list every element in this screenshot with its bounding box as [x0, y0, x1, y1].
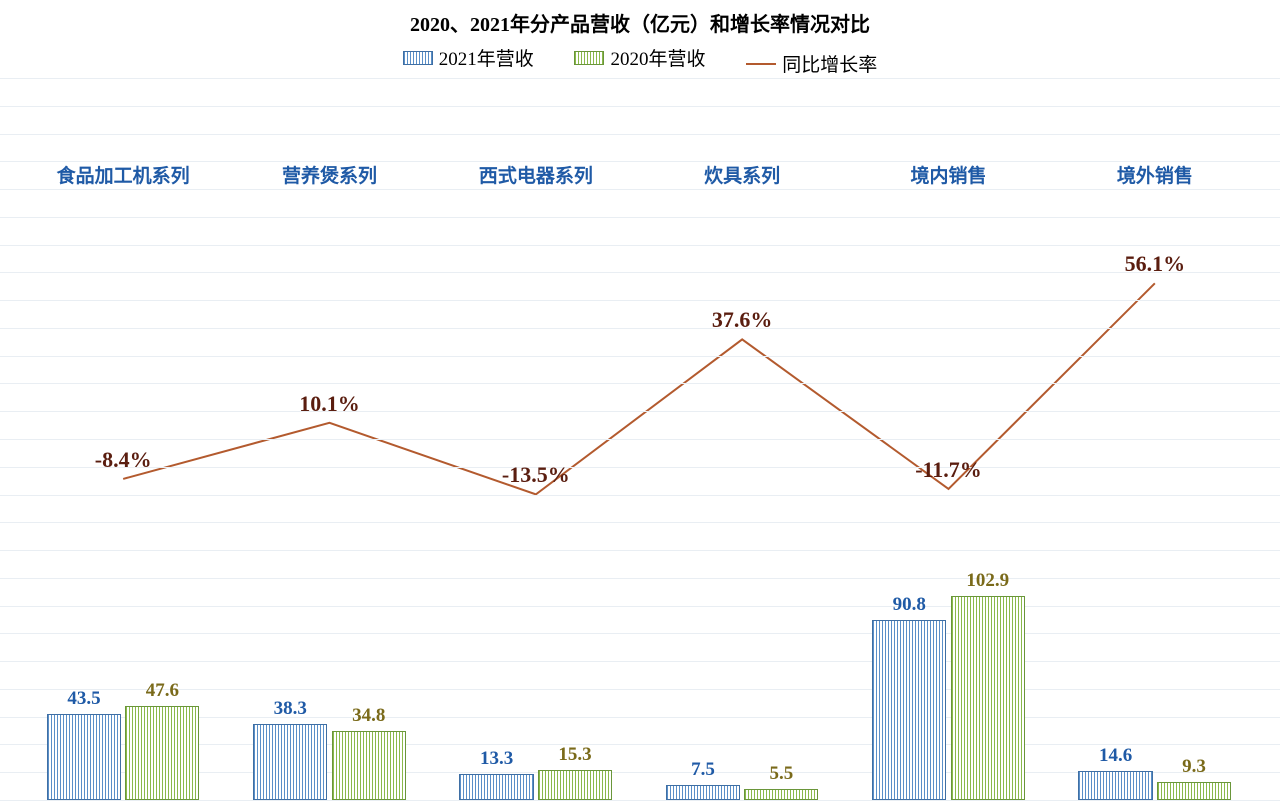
bar-value-label: 34.8: [352, 705, 385, 727]
category-label: 境内销售: [910, 161, 986, 188]
bar: [951, 596, 1025, 800]
gridline: [0, 217, 1280, 218]
gridline: [0, 495, 1280, 496]
bar: [253, 724, 327, 800]
bar-value-label: 5.5: [769, 763, 793, 785]
gridline: [0, 522, 1280, 523]
legend-item-2020: 2020年营收: [574, 44, 705, 71]
bar-value-label: 14.6: [1099, 745, 1132, 767]
growth-value-label: -13.5%: [502, 462, 570, 488]
chart-container: 2020、2021年分产品营收（亿元）和增长率情况对比 2021年营收 2020…: [0, 0, 1280, 800]
bar: [1078, 771, 1152, 800]
gridline: [0, 78, 1280, 79]
bar-value-label: 7.5: [691, 759, 715, 781]
gridline: [0, 300, 1280, 301]
gridline: [0, 661, 1280, 662]
category-label: 西式电器系列: [479, 161, 593, 188]
legend-label-2021: 2021年营收: [439, 44, 534, 71]
legend-swatch-2020: [574, 51, 604, 65]
growth-value-label: 37.6%: [712, 307, 773, 333]
gridline: [0, 550, 1280, 551]
bar-value-label: 43.5: [67, 688, 100, 710]
bar: [538, 770, 612, 800]
bar-value-label: 90.8: [893, 594, 926, 616]
bar: [1157, 782, 1231, 800]
bar-value-label: 47.6: [146, 680, 179, 702]
legend-item-2021: 2021年营收: [403, 44, 534, 71]
growth-value-label: 10.1%: [299, 391, 360, 417]
gridline: [0, 633, 1280, 634]
chart-legend: 2021年营收 2020年营收 同比增长率: [0, 44, 1280, 77]
legend-swatch-2021: [403, 51, 433, 65]
gridline: [0, 578, 1280, 579]
category-label: 食品加工机系列: [57, 161, 190, 188]
category-label: 境外销售: [1117, 161, 1193, 188]
bar: [47, 714, 121, 800]
legend-label-2020: 2020年营收: [610, 44, 705, 71]
bar: [459, 774, 533, 800]
category-label: 营养煲系列: [282, 161, 377, 188]
gridline: [0, 272, 1280, 273]
gridline: [0, 439, 1280, 440]
bar-value-label: 38.3: [274, 698, 307, 720]
legend-item-growth: 同比增长率: [746, 50, 877, 77]
gridline: [0, 606, 1280, 607]
gridline: [0, 689, 1280, 690]
growth-value-label: -11.7%: [915, 457, 982, 483]
gridline: [0, 161, 1280, 162]
bar: [332, 731, 406, 800]
category-label: 炊具系列: [704, 161, 780, 188]
bar: [872, 620, 946, 800]
gridline: [0, 134, 1280, 135]
gridline: [0, 328, 1280, 329]
gridline: [0, 189, 1280, 190]
growth-value-label: -8.4%: [95, 447, 152, 473]
gridline: [0, 245, 1280, 246]
bar: [666, 785, 740, 800]
gridline: [0, 106, 1280, 107]
legend-label-growth: 同比增长率: [782, 50, 877, 77]
gridline: [0, 411, 1280, 412]
gridline: [0, 467, 1280, 468]
bar-value-label: 9.3: [1182, 756, 1206, 778]
gridline: [0, 356, 1280, 357]
bar: [125, 706, 199, 801]
plot-area: 食品加工机系列 营养煲系列 西式电器系列 炊具系列 境内销售 境外销售 43.5 38.3 13…: [0, 78, 1280, 800]
bar-value-label: 102.9: [966, 570, 1009, 592]
legend-line-growth: [746, 63, 776, 65]
bar: [744, 789, 818, 800]
gridline: [0, 383, 1280, 384]
bar-value-label: 15.3: [558, 744, 591, 766]
bar-value-label: 13.3: [480, 748, 513, 770]
growth-value-label: 56.1%: [1125, 251, 1186, 277]
chart-title: 2020、2021年分产品营收（亿元）和增长率情况对比: [0, 8, 1280, 37]
